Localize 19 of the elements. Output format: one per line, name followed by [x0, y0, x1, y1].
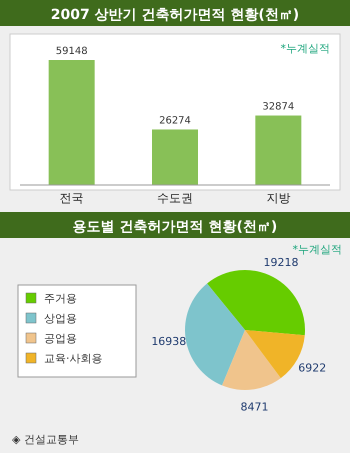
- title: 2007 상반기 건축허가면적 현황(천㎡): [50, 7, 300, 23]
- data-label: 59148: [56, 46, 88, 57]
- data-label: 6922: [298, 362, 326, 375]
- annotation: *누계실적: [280, 42, 330, 55]
- category: 지방: [266, 191, 290, 205]
- title: 용도별 건축허가면적 현황(천㎡): [72, 219, 278, 235]
- category: 전국: [60, 191, 84, 205]
- annotation: ◈ 건설교통부: [12, 433, 79, 446]
- data-label: 8471: [240, 400, 268, 414]
- category: 수도권: [157, 191, 193, 205]
- legend-label: 교육·사회용: [44, 352, 102, 365]
- data-label: 16938: [151, 335, 186, 348]
- annotation: *누계실적: [292, 243, 342, 256]
- legend-label: 공업용: [44, 332, 77, 345]
- legend-label: 주거용: [44, 292, 77, 305]
- legend-label: 상업용: [44, 312, 77, 325]
- data-label: 32874: [262, 102, 294, 113]
- data-label: 26274: [159, 115, 191, 126]
- data-label: 19218: [264, 256, 299, 269]
